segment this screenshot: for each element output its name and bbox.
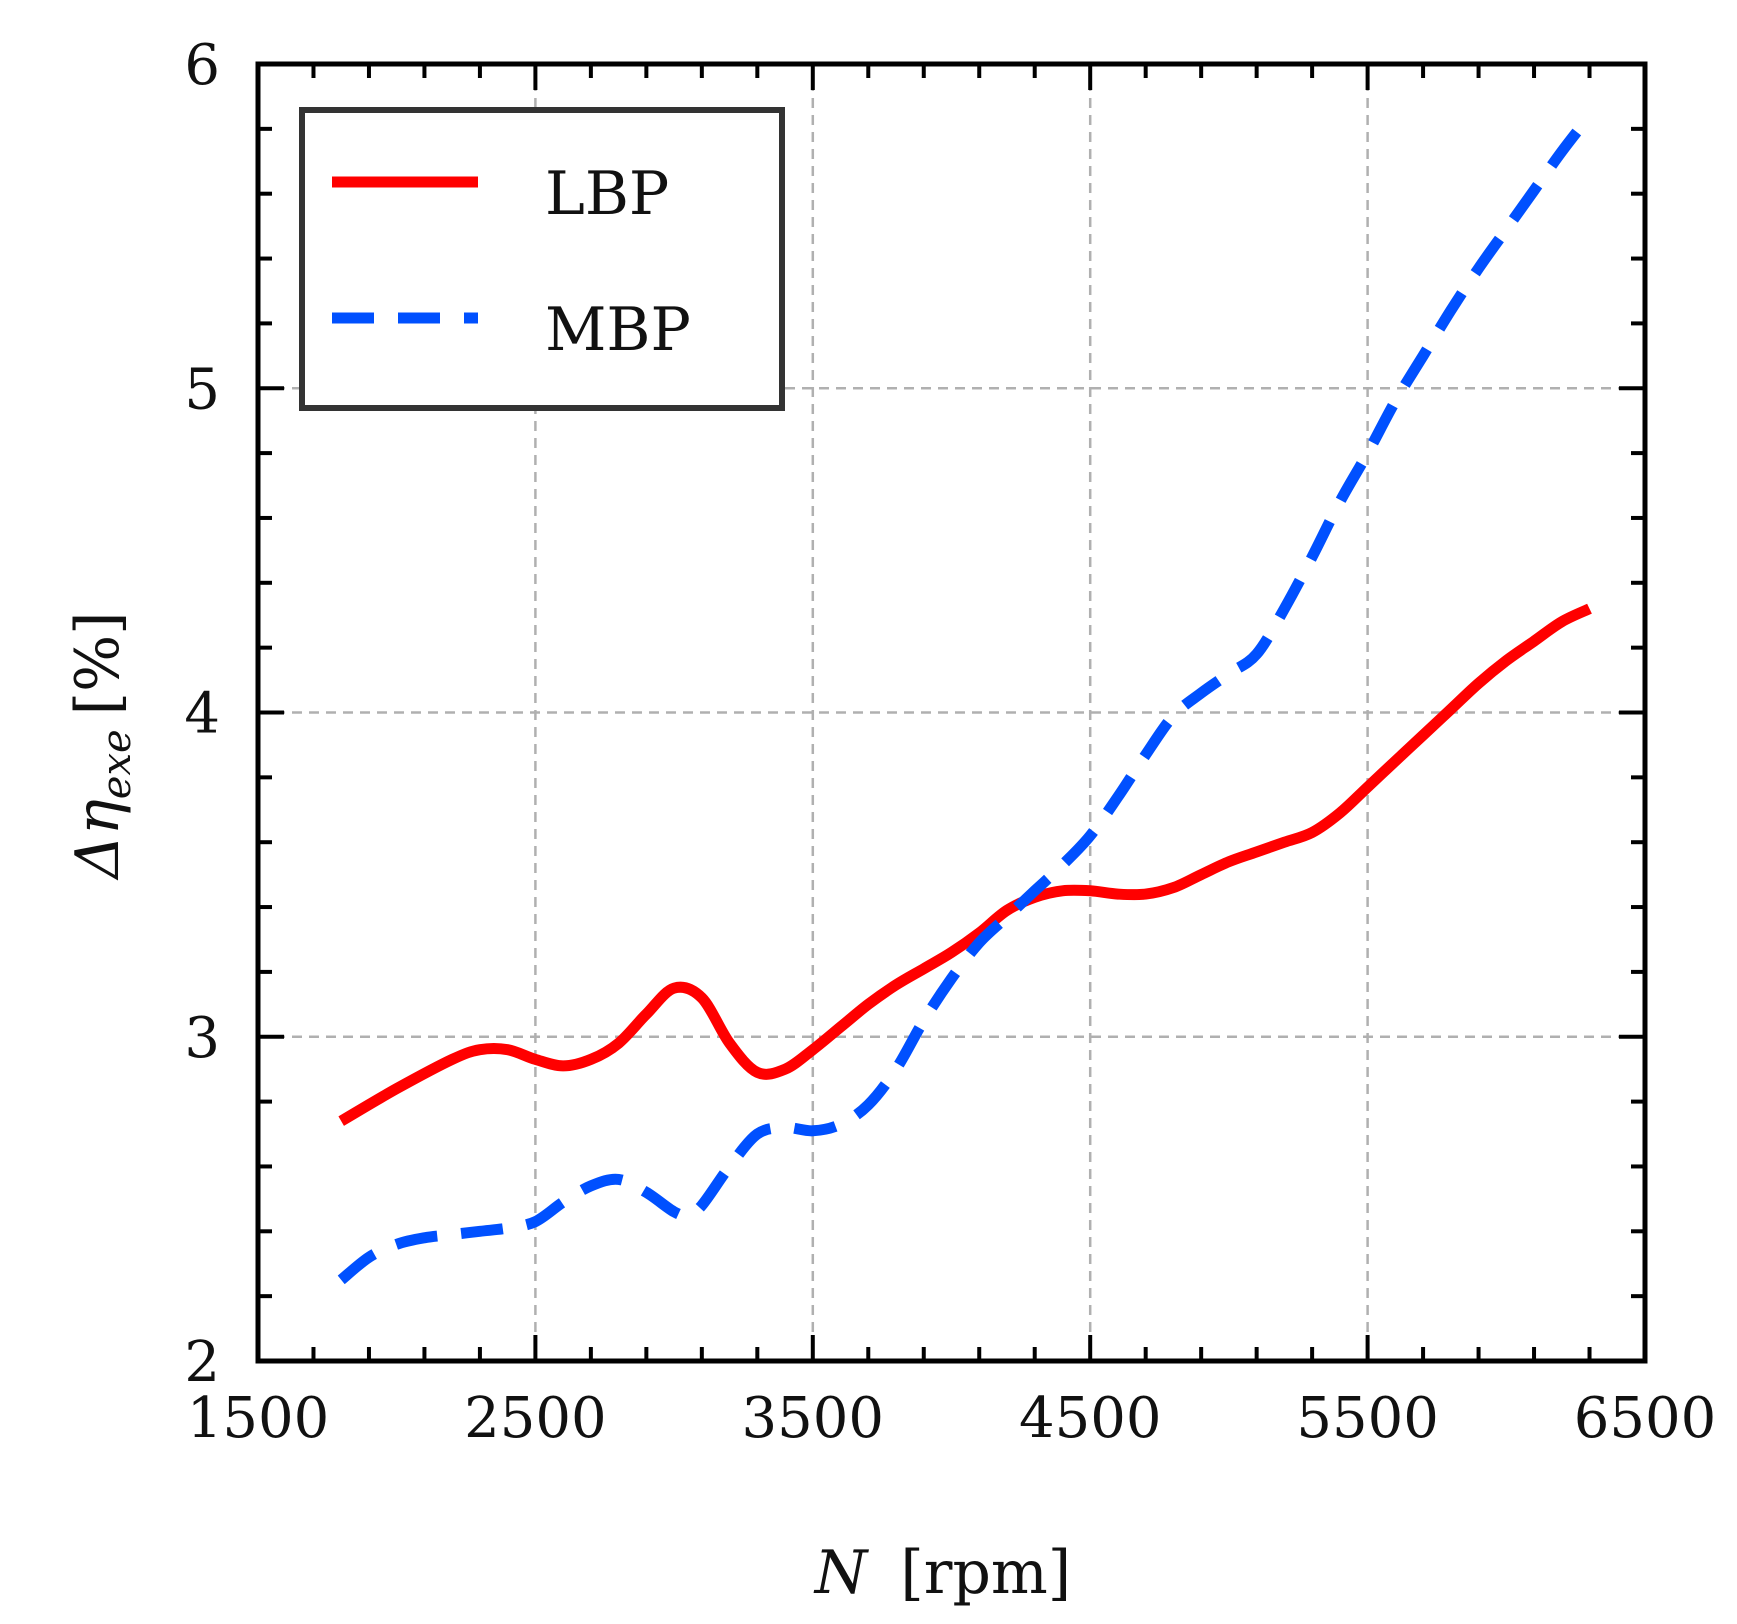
y-tick-label-5: 5 <box>184 357 220 422</box>
legend-box <box>299 107 785 411</box>
x-tick-label-5500: 5500 <box>1296 1386 1439 1451</box>
x-tick-label-1500: 1500 <box>187 1386 330 1451</box>
y-axis-label: Δηexe [%] <box>63 611 140 880</box>
x-axis-symbol: N <box>813 1538 870 1608</box>
tick-labels: 1500 2500 3500 4500 5500 6500 2 3 4 5 6 <box>184 33 1716 1451</box>
x-tick-label-6500: 6500 <box>1574 1386 1717 1451</box>
y-axis-subscript: exe <box>94 729 140 799</box>
y-tick-label-6: 6 <box>184 33 220 98</box>
plot-frame <box>255 61 1648 1364</box>
legend: LBP MBP <box>299 107 785 411</box>
grid-lines <box>258 64 1645 1361</box>
series-line-mbp <box>337 112 1594 1285</box>
series-line-lbp <box>338 603 1592 1126</box>
x-tick-label-2500: 2500 <box>464 1386 607 1451</box>
x-axis-label: N [rpm] <box>813 1538 1071 1608</box>
y-tick-label-4: 4 <box>184 682 220 747</box>
x-tick-label-4500: 4500 <box>1019 1386 1162 1451</box>
y-tick-label-3: 3 <box>184 1006 220 1071</box>
legend-label-mbp: MBP <box>545 295 691 365</box>
series-lines <box>337 112 1594 1285</box>
y-tick-label-2: 2 <box>184 1330 220 1395</box>
x-axis-unit: [rpm] <box>900 1538 1071 1608</box>
x-tick-label-3500: 3500 <box>742 1386 885 1451</box>
y-axis-unit: [%] <box>63 611 133 715</box>
y-axis-prefix: Δη <box>63 799 133 880</box>
legend-label-lbp: LBP <box>545 159 669 229</box>
